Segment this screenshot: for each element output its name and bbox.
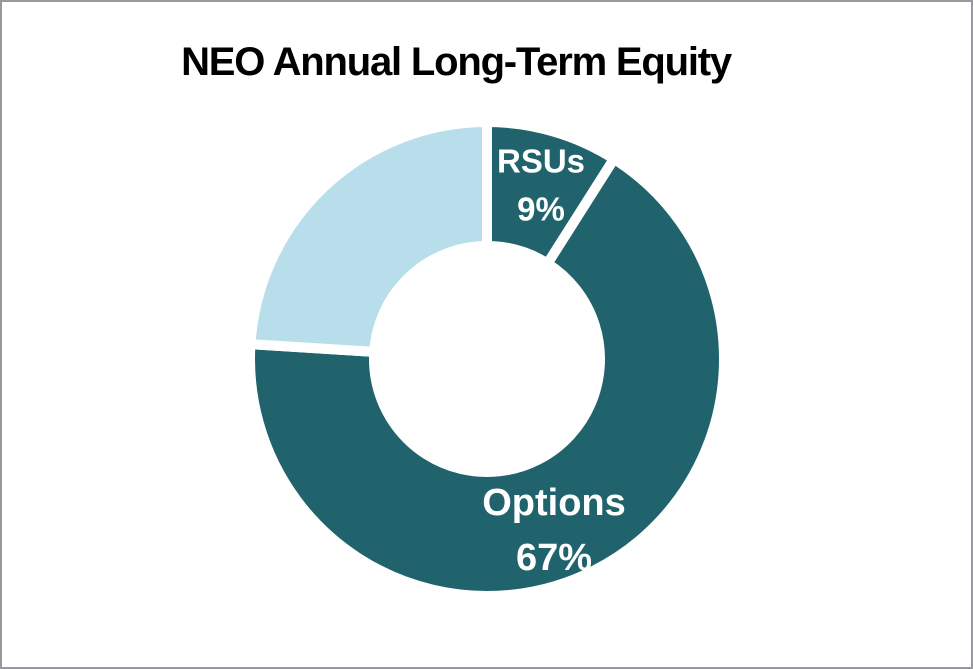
chart-title: NEO Annual Long-Term Equity: [181, 40, 732, 84]
donut-slice-unlabeled: [245, 116, 492, 358]
donut-slice-options: [245, 151, 729, 601]
slice-label-rsus: RSUs 9%: [497, 143, 585, 228]
slice-label-options: Options 67%: [482, 482, 626, 579]
